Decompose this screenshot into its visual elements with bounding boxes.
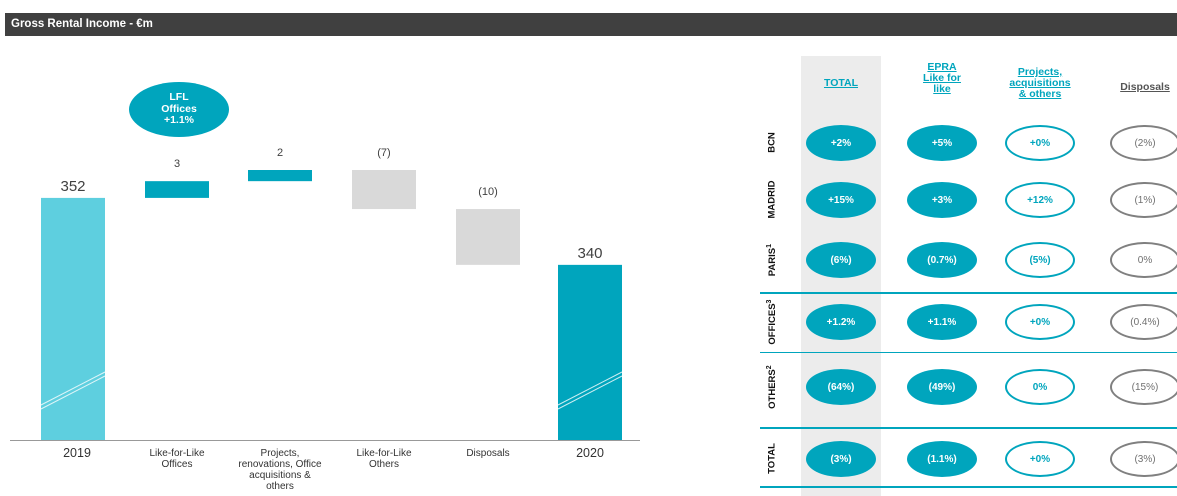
row-header-offices: OFFICES3 [765,299,779,345]
value-label-3: (7) [377,147,390,159]
bar-3 [352,170,416,210]
cell-bcn-3: (2%) [1110,125,1177,161]
bubble-line2: Offices [161,102,197,115]
cell-paris-1: (0.7%) [907,242,977,278]
row-header-total: TOTAL [766,443,778,474]
table-separator-0 [760,292,1177,294]
bar-5 [558,264,622,440]
column-header-1: EPRA Like for like [923,61,961,95]
cell-madrid-1: +3% [907,182,977,218]
cell-paris-3: 0% [1110,242,1177,278]
cell-bcn-1: +5% [907,125,977,161]
cell-offices-3: (0.4%) [1110,304,1177,340]
cell-total-0: (3%) [806,441,876,477]
cell-others-2: 0% [1005,369,1075,405]
bubble-line1: LFL [169,91,189,104]
cell-others-0: (64%) [806,369,876,405]
table-separator-1 [760,352,1177,353]
value-label-2: 2 [277,147,283,159]
bar-break-line-a-5 [557,371,623,406]
column-header-3: Disposals [1120,81,1170,93]
cell-total-2: +0% [1005,441,1075,477]
cell-others-1: (49%) [907,369,977,405]
value-label-0: 352 [60,178,85,195]
row-header-paris: PARIS1 [765,243,779,277]
bar-break-line-a-0 [40,371,106,406]
category-label-2: Projects, renovations, Office acquisitions… [238,448,322,492]
bar-break-line-b-5 [557,375,623,410]
bar-4 [456,209,520,265]
category-label-5: 2020 [576,446,604,460]
chart-header: Gross Rental Income - €m [5,13,1177,36]
category-label-1: Like-for-Like Offices [149,448,204,470]
cell-total-3: (3%) [1110,441,1177,477]
bubble-line3: +1.1% [163,114,195,127]
cell-total-1: (1.1%) [907,441,977,477]
category-label-3: Like-for-Like Others [356,448,411,470]
table-separator-2 [760,427,1177,429]
cell-bcn-2: +0% [1005,125,1075,161]
row-header-madrid: MADRID [766,180,778,219]
bar-2 [248,170,312,182]
column-header-0: TOTAL [823,77,859,89]
row-header-bcn: BCN [766,132,778,153]
waterfall-chart: 352 3 2 (7) (10) 340 2019 Like-for-Like Offices P… [10,147,640,492]
value-label-4: (10) [478,186,498,198]
header-title: Gross Rental Income - €m [11,18,153,30]
cell-paris-2: (5%) [1005,242,1075,278]
bar-1 [145,181,209,198]
value-label-5: 340 [577,245,602,262]
cell-others-3: (15%) [1110,369,1177,405]
lfl-offices-bubble: LFL Offices +1.1% [129,82,229,137]
cell-bcn-0: +2% [806,125,876,161]
cell-offices-1: +1.1% [907,304,977,340]
row-header-others: OTHERS2 [765,365,779,409]
category-label-0: 2019 [63,446,91,460]
table-separator-3 [760,486,1177,488]
category-label-4: Disposals [466,448,509,459]
cell-offices-2: +0% [1005,304,1075,340]
value-label-1: 3 [174,158,180,170]
cell-paris-0: (6%) [806,242,876,278]
cell-madrid-3: (1%) [1110,182,1177,218]
cell-madrid-2: +12% [1005,182,1075,218]
bar-break-line-b-0 [40,375,106,410]
column-header-2: Projects, acquisitions & others [1009,66,1071,100]
cell-offices-0: +1.2% [806,304,876,340]
cell-madrid-0: +15% [806,182,876,218]
